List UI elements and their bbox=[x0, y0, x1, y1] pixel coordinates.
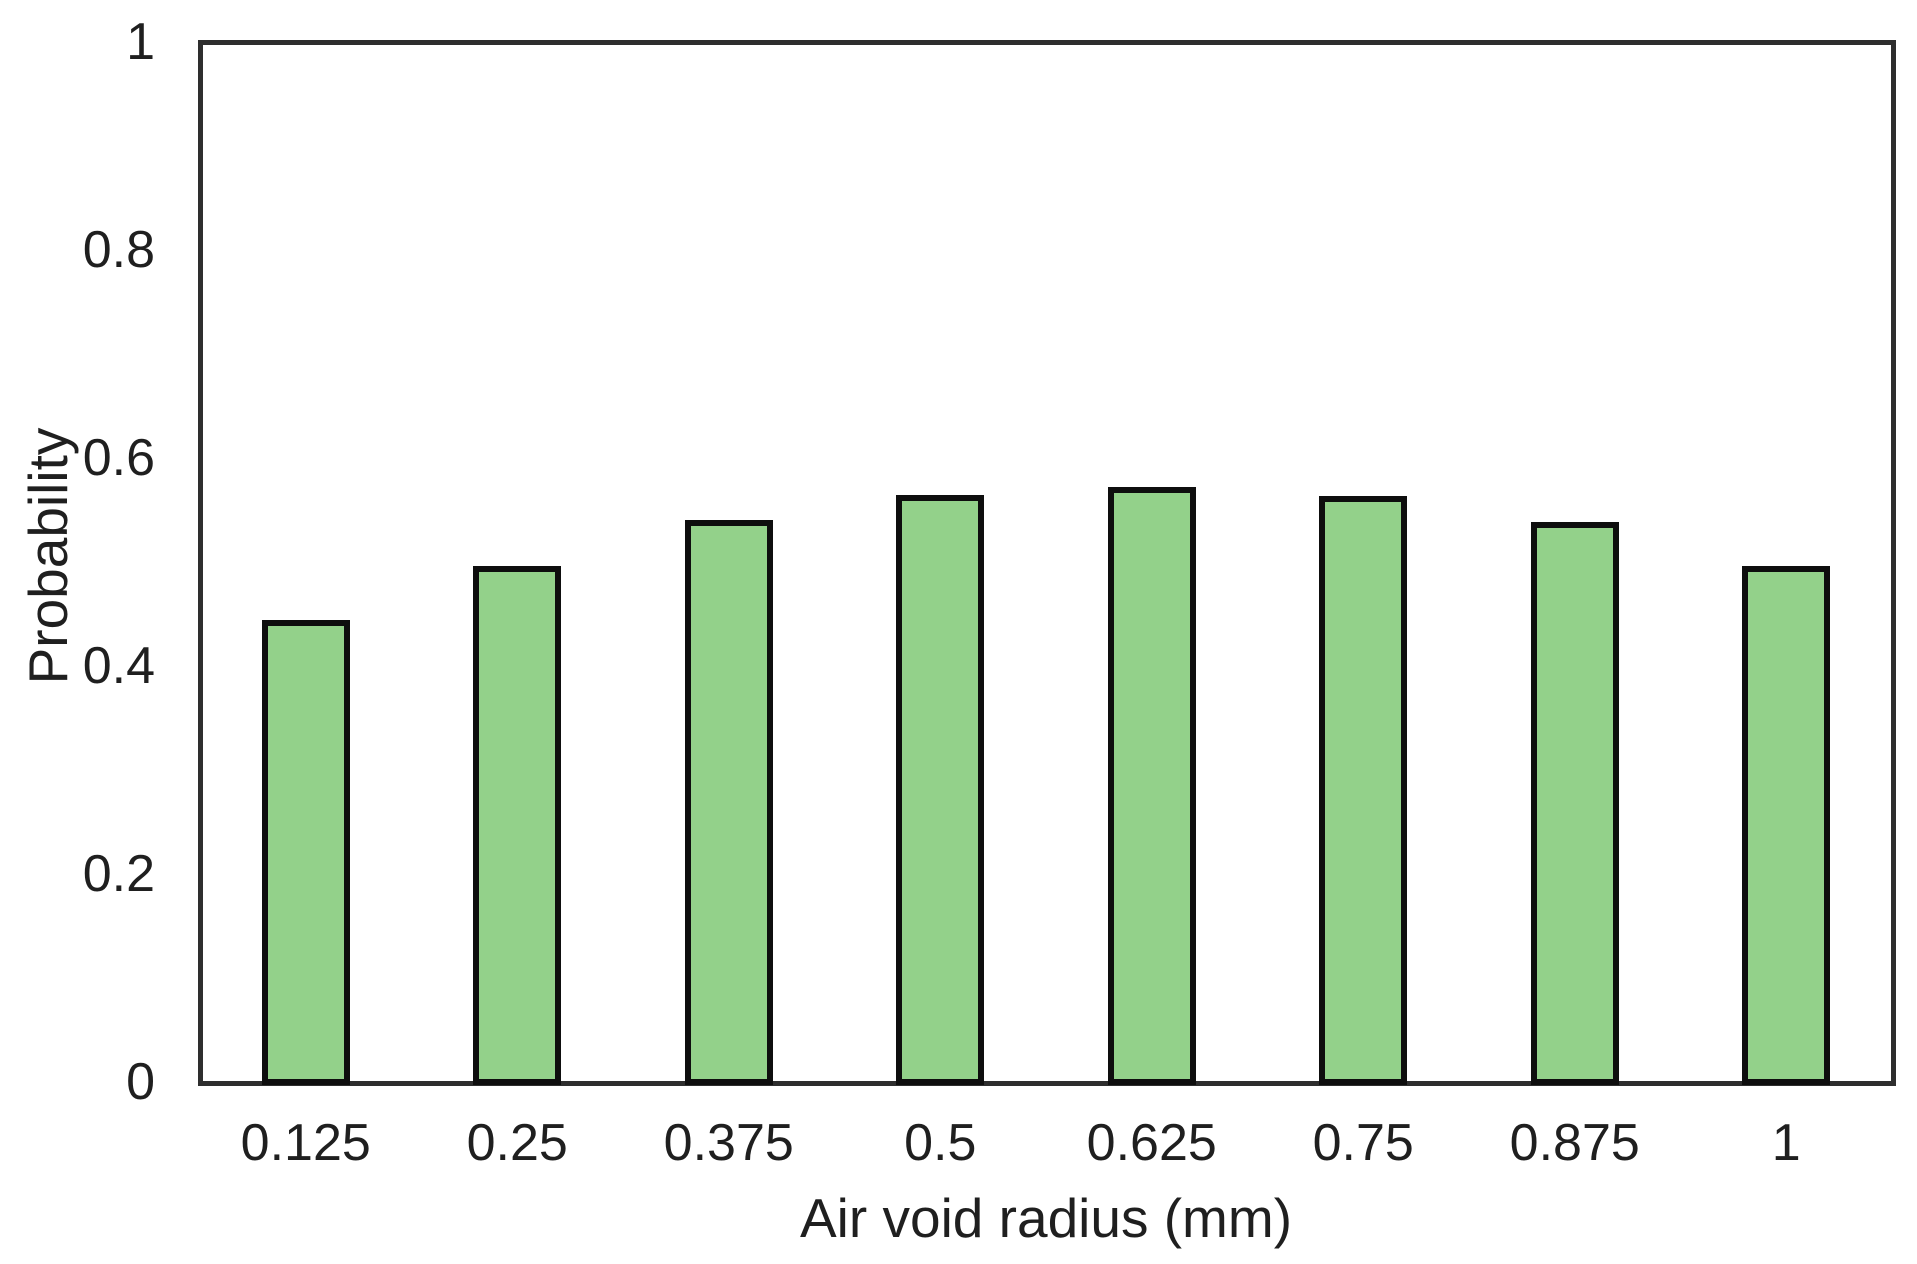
y-axis-title: Probability bbox=[17, 427, 79, 685]
y-tick-label: 0.4 bbox=[82, 637, 155, 695]
bar bbox=[684, 520, 773, 1085]
x-tick-label: 0.125 bbox=[240, 1114, 371, 1172]
x-tick-label: 0.5 bbox=[904, 1114, 977, 1172]
bar bbox=[1107, 487, 1196, 1085]
x-tick-label: 1 bbox=[1771, 1114, 1801, 1172]
bar bbox=[1319, 496, 1408, 1085]
x-tick-label: 0.875 bbox=[1509, 1114, 1640, 1172]
bar bbox=[1530, 522, 1619, 1085]
x-axis-title: Air void radius (mm) bbox=[799, 1187, 1293, 1249]
y-tick-label: 1 bbox=[126, 13, 155, 71]
y-tick-label: 0.6 bbox=[82, 429, 155, 487]
x-tick-label: 0.375 bbox=[663, 1114, 794, 1172]
plot-area bbox=[198, 40, 1896, 1086]
y-tick-label: 0.2 bbox=[82, 845, 155, 903]
bar bbox=[1742, 566, 1831, 1085]
bar bbox=[473, 566, 562, 1085]
bar bbox=[261, 620, 350, 1085]
x-tick-label: 0.25 bbox=[466, 1114, 568, 1172]
x-tick-label: 0.75 bbox=[1312, 1114, 1414, 1172]
y-tick-label: 0 bbox=[126, 1053, 155, 1111]
bar bbox=[896, 495, 985, 1085]
x-tick-label: 0.625 bbox=[1086, 1114, 1217, 1172]
y-tick-label: 0.8 bbox=[82, 221, 155, 279]
